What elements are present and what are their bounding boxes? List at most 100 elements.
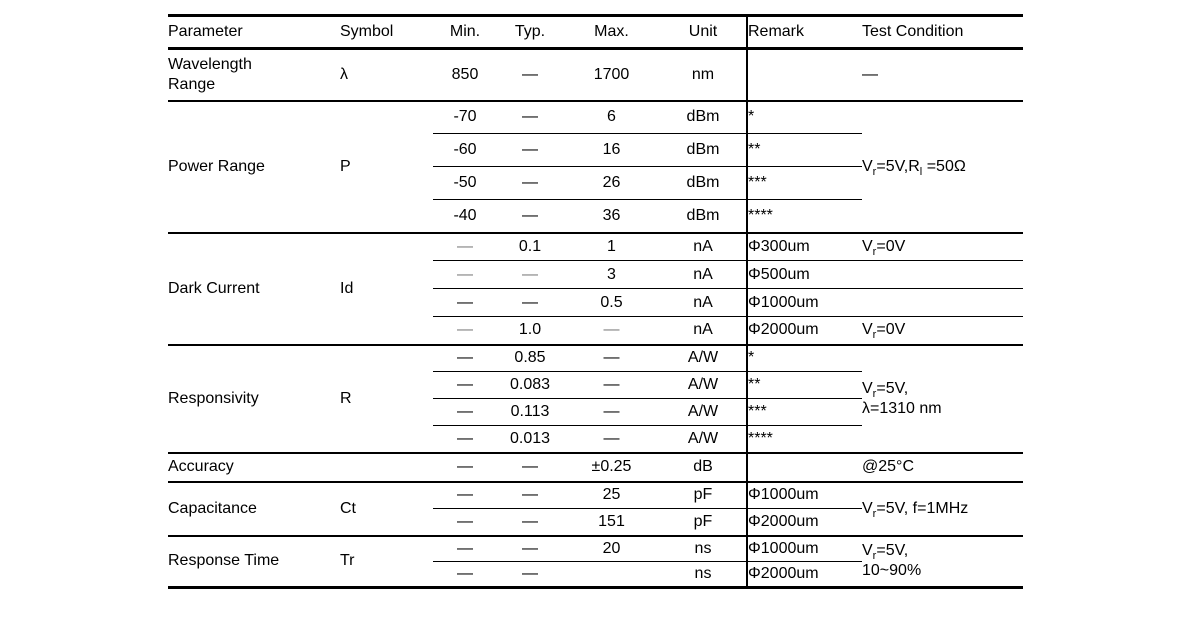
cell-max: 1 bbox=[563, 231, 660, 261]
cell-min: — bbox=[433, 534, 497, 562]
cell-parameter: Power Range bbox=[168, 99, 340, 233]
cell-unit: dBm bbox=[660, 133, 747, 167]
cell-max: 20 bbox=[563, 534, 660, 562]
cell-unit: nA bbox=[660, 231, 747, 261]
cell-remark: Φ2000um bbox=[746, 561, 862, 588]
cell-typ: — bbox=[497, 561, 563, 588]
cell-max: — bbox=[563, 371, 660, 399]
cell-parameter: Wavelength Range bbox=[168, 47, 340, 101]
cell-typ: — bbox=[497, 199, 563, 233]
table-header: Parameter Symbol Min. Typ. Max. Unit Remark Tes… bbox=[168, 15, 1023, 50]
cell-unit: A/W bbox=[660, 371, 747, 399]
cell-max: — bbox=[563, 316, 660, 345]
cell-parameter: Response Time bbox=[168, 534, 340, 588]
cell-test: Vr=5V, f=1MHz bbox=[862, 480, 1023, 536]
cell-max: ±0.25 bbox=[563, 451, 660, 482]
cell-min: — bbox=[433, 231, 497, 261]
cell-typ: — bbox=[497, 47, 563, 101]
cell-max: — bbox=[563, 343, 660, 372]
cell-unit: nA bbox=[660, 288, 747, 317]
spec-table: Parameter Symbol Min. Typ. Max. Unit Remark Tes… bbox=[168, 14, 1023, 589]
cell-typ: 0.85 bbox=[497, 343, 563, 372]
cell-typ: — bbox=[497, 451, 563, 482]
cell-unit: nm bbox=[660, 47, 747, 101]
cell-min: — bbox=[433, 508, 497, 536]
cell-remark: *** bbox=[746, 166, 862, 200]
cell-unit: pF bbox=[660, 480, 747, 509]
cell-max: — bbox=[563, 398, 660, 426]
cell-typ: — bbox=[497, 133, 563, 167]
cell-symbol: Tr bbox=[340, 534, 433, 588]
cell-max: 1700 bbox=[563, 47, 660, 101]
cell-test: @25°C bbox=[862, 451, 1023, 482]
table-row: Accuracy — — ±0.25 dB @25°C bbox=[168, 451, 1023, 482]
cell-symbol: P bbox=[340, 99, 433, 233]
table-row: Responsivity R —0.85— A/W * Vr=5V, λ=1310 nm bbox=[168, 343, 1023, 453]
table-row: —1.0— nA Φ2000um Vr=0V bbox=[168, 316, 1023, 345]
cell-typ: 1.0 bbox=[497, 316, 563, 345]
cell-max: 26 bbox=[563, 166, 660, 200]
table-row: — —151 pF Φ2000um bbox=[168, 508, 1023, 536]
cell-max: 0.5 bbox=[563, 288, 660, 317]
cell-typ: — bbox=[497, 288, 563, 317]
cell-typ: 0.083 bbox=[497, 371, 563, 399]
table-row: —0.113— A/W *** bbox=[168, 398, 1023, 426]
cell-typ: — bbox=[497, 480, 563, 509]
cell-min: — bbox=[433, 480, 497, 509]
table-row: -50—26 dBm *** bbox=[168, 166, 1023, 200]
cell-min: -50 bbox=[433, 166, 497, 200]
cell-parameter: Dark Current bbox=[168, 231, 340, 345]
cell-typ: — bbox=[497, 166, 563, 200]
cell-typ: 0.113 bbox=[497, 398, 563, 426]
cell-symbol: λ bbox=[340, 47, 433, 101]
cell-max: 151 bbox=[563, 508, 660, 536]
table-row: —0.013— A/W **** bbox=[168, 425, 1023, 453]
table-row: -40—36 dBm **** bbox=[168, 199, 1023, 233]
column-header-typ: Typ. bbox=[497, 15, 563, 50]
cell-min: 850 bbox=[433, 47, 497, 101]
cell-typ: 0.1 bbox=[497, 231, 563, 261]
cell-min: -40 bbox=[433, 199, 497, 233]
cell-symbol: R bbox=[340, 343, 433, 453]
cell-max: — bbox=[563, 425, 660, 453]
cell-test bbox=[862, 288, 1023, 317]
cell-symbol: Ct bbox=[340, 480, 433, 536]
cell-max: 16 bbox=[563, 133, 660, 167]
cell-remark: **** bbox=[746, 425, 862, 453]
cell-test: Vr=0V bbox=[862, 316, 1023, 345]
cell-test bbox=[862, 260, 1023, 289]
table-row: -60—16 dBm ** bbox=[168, 133, 1023, 167]
cell-remark: ** bbox=[746, 371, 862, 399]
cell-remark: Φ1000um bbox=[746, 288, 862, 317]
cell-min: — bbox=[433, 260, 497, 289]
cell-remark bbox=[746, 47, 862, 101]
cell-symbol bbox=[340, 451, 433, 482]
cell-remark: Φ1000um bbox=[746, 480, 862, 509]
cell-remark: * bbox=[746, 99, 862, 134]
cell-min: — bbox=[433, 316, 497, 345]
cell-test: Vr=5V, 10~90% bbox=[862, 534, 1023, 588]
cell-parameter: Responsivity bbox=[168, 343, 340, 453]
column-header-min: Min. bbox=[433, 15, 497, 50]
cell-unit: ns bbox=[660, 534, 747, 562]
cell-min: — bbox=[433, 343, 497, 372]
cell-unit: nA bbox=[660, 316, 747, 345]
cell-remark bbox=[746, 451, 862, 482]
table-row: Dark Current Id —0.1 1 nA Φ300um Vr=0V bbox=[168, 231, 1023, 345]
cell-max: 25 bbox=[563, 480, 660, 509]
cell-unit: A/W bbox=[660, 425, 747, 453]
cell-unit: dBm bbox=[660, 199, 747, 233]
cell-max: 3 bbox=[563, 260, 660, 289]
table-row: — —3 nA Φ500um bbox=[168, 260, 1023, 289]
cell-remark: Φ2000um bbox=[746, 508, 862, 536]
cell-min: — bbox=[433, 425, 497, 453]
cell-min: — bbox=[433, 398, 497, 426]
cell-min: — bbox=[433, 288, 497, 317]
column-header-parameter: Parameter bbox=[168, 15, 340, 50]
cell-max: 36 bbox=[563, 199, 660, 233]
cell-remark: *** bbox=[746, 398, 862, 426]
cell-min: — bbox=[433, 451, 497, 482]
table-row: Capacitance Ct — —25 pF Φ1000um Vr=5V, f=1MHz bbox=[168, 480, 1023, 536]
column-header-unit: Unit bbox=[660, 15, 747, 50]
cell-unit: ns bbox=[660, 561, 747, 588]
